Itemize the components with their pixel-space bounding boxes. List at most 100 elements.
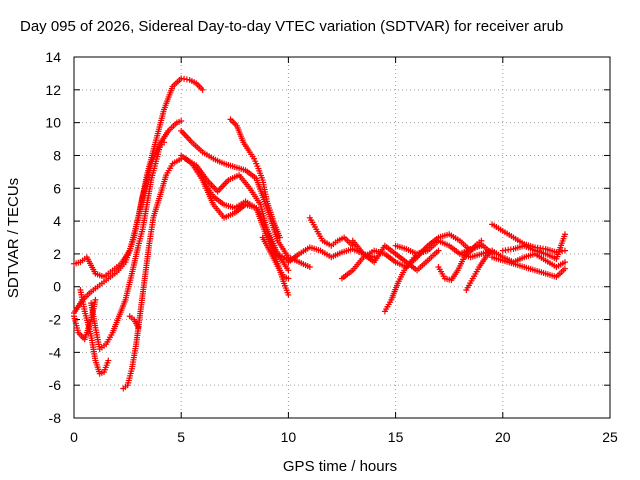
data-point-trail xyxy=(73,259,82,267)
data-point-trail xyxy=(426,239,440,252)
data-point-trail xyxy=(164,162,175,176)
data-point-trail xyxy=(103,268,114,279)
plot-frame xyxy=(73,56,611,419)
data-point xyxy=(178,117,185,124)
data-point-trail xyxy=(190,140,204,154)
data-point-trail xyxy=(139,203,150,231)
data-point-trail xyxy=(233,203,247,215)
data-point-trail xyxy=(229,117,239,128)
data-point xyxy=(285,267,292,274)
data-point-trail xyxy=(241,141,252,154)
data-point-trail xyxy=(287,252,301,264)
data-point-trail xyxy=(211,203,226,219)
data-point-trail xyxy=(153,108,167,144)
y-tick-label: 14 xyxy=(45,49,61,65)
data-point-trail xyxy=(455,256,467,272)
data-point-trail xyxy=(554,233,568,260)
data-point-trail xyxy=(437,238,451,248)
data-point-trail xyxy=(142,244,152,280)
chart-title: Day 095 of 2026, Sidereal Day-to-day VTE… xyxy=(20,18,563,35)
data-point xyxy=(135,324,142,331)
data-point xyxy=(561,265,568,272)
data-point-trail xyxy=(351,256,365,272)
data-point-trail xyxy=(131,195,146,239)
data-point-trail xyxy=(372,244,387,264)
series-arc-2 xyxy=(71,117,185,316)
series-arc-12 xyxy=(227,116,283,241)
data-point-trail xyxy=(110,315,122,334)
data-point-trail xyxy=(233,164,247,173)
data-point-trail xyxy=(409,252,419,264)
series-arc-17 xyxy=(349,237,442,274)
data-point-trail xyxy=(394,243,408,252)
data-point-trail xyxy=(71,315,81,334)
data-point-trail xyxy=(523,264,536,273)
data-point-trail xyxy=(471,266,481,280)
data-point-trail xyxy=(248,187,263,206)
data-point-trail xyxy=(161,85,175,111)
data-point-trail xyxy=(115,261,127,273)
data-point xyxy=(489,247,496,254)
data-point-trail xyxy=(212,156,225,166)
data-point-trail xyxy=(477,256,488,269)
data-point xyxy=(306,264,313,271)
data-point-trail xyxy=(248,151,256,160)
series-arc-13 xyxy=(259,234,292,282)
data-point-trail xyxy=(544,258,558,269)
data-point-trail xyxy=(223,161,236,170)
data-point xyxy=(92,296,99,303)
data-point-trail xyxy=(276,239,291,259)
data-point-trail xyxy=(98,277,110,287)
data-point-trail xyxy=(149,143,162,165)
data-point-trail xyxy=(125,368,135,386)
data-point-trail xyxy=(437,231,451,240)
data-point xyxy=(561,259,568,266)
y-tick-label: 8 xyxy=(53,147,61,163)
data-point-trail xyxy=(298,260,311,270)
data-point-trail xyxy=(79,255,88,264)
x-tick-label: 15 xyxy=(388,429,404,445)
data-point-trail xyxy=(383,244,397,256)
data-point-trail xyxy=(84,256,98,275)
data-point-trail xyxy=(234,124,246,144)
data-point-trail xyxy=(148,163,158,181)
data-point-trail xyxy=(260,236,269,247)
data-point-trail xyxy=(523,251,536,260)
data-point-trail xyxy=(135,228,145,247)
data-point-trail xyxy=(447,244,462,256)
data-point-trail xyxy=(491,222,504,233)
series-arc-25 xyxy=(499,231,568,262)
data-point xyxy=(276,234,283,241)
data-point-trail xyxy=(502,246,514,254)
data-point-trail xyxy=(140,162,154,198)
data-point-trail xyxy=(271,220,283,239)
series-arc-5 xyxy=(120,155,185,392)
data-point-trail xyxy=(81,290,93,302)
data-point-trail xyxy=(319,248,333,259)
data-point-trail xyxy=(383,252,397,264)
series-arc-24 xyxy=(489,254,568,280)
data-point-trail xyxy=(269,252,278,264)
data-point xyxy=(105,357,112,364)
series-arc-15 xyxy=(306,214,356,249)
data-point-trail xyxy=(167,121,179,133)
data-point-trail xyxy=(448,232,461,243)
data-point-trail xyxy=(188,78,198,86)
data-point-trail xyxy=(405,260,419,272)
data-point-trail xyxy=(512,235,526,246)
data-point-trail xyxy=(436,266,447,280)
data-point-trail xyxy=(449,269,460,282)
data-point-trail xyxy=(405,246,418,256)
data-point-trail xyxy=(534,248,547,257)
data-point-trail xyxy=(256,167,265,181)
x-tick-label: 5 xyxy=(177,429,185,445)
data-point-trail xyxy=(278,269,286,278)
data-point-trail xyxy=(330,250,343,260)
data-point-trail xyxy=(342,236,355,248)
data-point-trail xyxy=(157,174,169,198)
data-point-trail xyxy=(101,359,111,373)
data-point-trail xyxy=(153,146,163,165)
data-point-trail xyxy=(281,282,291,296)
y-tick-label: -8 xyxy=(49,410,62,426)
data-point-trail xyxy=(501,258,515,267)
